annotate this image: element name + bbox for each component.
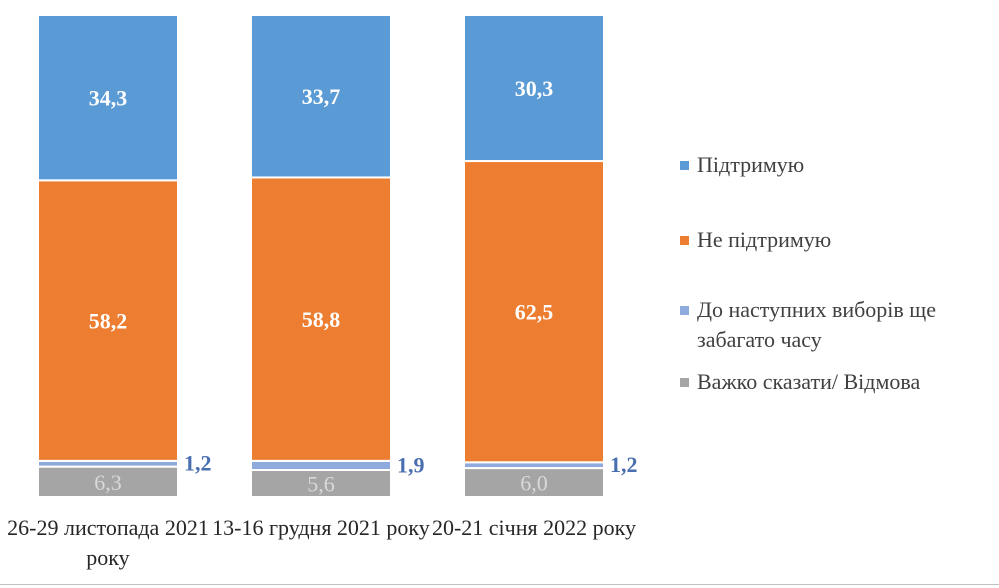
legend-item-too-early: До наступних виборів ще забагато часу [680,295,990,355]
data-label: 34,3 [89,86,128,111]
data-label: 33,7 [302,84,341,109]
legend-swatch [680,306,689,315]
data-label: 6,0 [520,471,548,496]
bar-segment [250,459,392,472]
data-label: 5,6 [307,472,335,497]
bottom-border [0,584,999,585]
bar-segment [37,14,179,182]
bar-segment [250,14,392,179]
legend-swatch [680,161,689,170]
category-label-3: 20-21 січня 2022 року [431,515,637,540]
data-label: 58,8 [302,307,341,332]
legend-label: Підтримую [697,152,805,177]
data-label: 1,2 [184,451,212,476]
legend-label: Не підтримую [697,227,832,252]
data-label: 62,5 [515,300,554,325]
legend-label: Важко сказати/ Відмова [697,369,921,394]
legend-item-hard-to-say: Важко сказати/ Відмова [680,367,920,397]
bar-segment [37,179,179,462]
data-label: 6,3 [94,470,122,495]
category-label-2: 13-16 грудня 2021 року [212,515,430,540]
bar-segment [37,465,179,499]
data-label: 1,2 [610,452,638,477]
data-label: 58,2 [89,309,128,334]
legend-label: До наступних виборів ще забагато часу [697,297,937,352]
legend-item-support: Підтримую [680,150,804,180]
bar-segment [463,467,605,498]
data-label: 30,3 [515,76,554,101]
legend-swatch [680,378,689,387]
bar-segment [463,160,605,464]
bar-segment [463,14,605,163]
category-label-1: 26-29 листопада 2021 року [7,515,209,570]
data-label: 1,9 [397,452,425,477]
legend-item-oppose: Не підтримую [680,225,831,255]
bar-segment [250,469,392,498]
legend-swatch [680,236,689,245]
